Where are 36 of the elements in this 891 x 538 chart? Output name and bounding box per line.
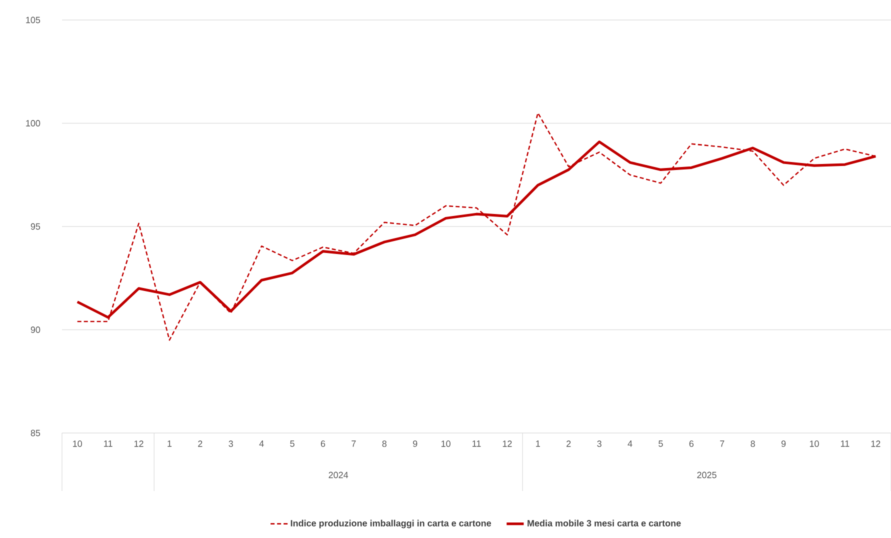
x-tick-label: 5 xyxy=(658,440,663,447)
x-tick-label: 10 xyxy=(73,440,82,447)
y-tick-label: 90 xyxy=(30,326,40,333)
x-tick-label: 3 xyxy=(228,440,233,447)
x-tick-label: 9 xyxy=(413,440,418,447)
x-tick-label: 1 xyxy=(168,440,172,447)
x-tick-label: 6 xyxy=(689,440,694,447)
x-tick-label: 6 xyxy=(320,440,326,447)
x-tick-label: 9 xyxy=(781,440,786,447)
x-tick-label: 7 xyxy=(352,440,356,447)
y-tick-label: 105 xyxy=(26,16,40,24)
x-tick-label: 8 xyxy=(382,440,386,447)
x-tick-label: 11 xyxy=(472,440,481,447)
y-tick-label: 100 xyxy=(26,120,40,126)
y-tick-label: 95 xyxy=(30,223,40,230)
y-tick-label: 85 xyxy=(30,430,40,436)
x-tick-label: 3 xyxy=(597,440,602,447)
x-tick-label: 2 xyxy=(198,440,202,447)
x-tick-label: 12 xyxy=(871,440,880,447)
x-tick-label: 12 xyxy=(134,440,144,447)
legend-label: Indice produzione imballaggi in carta e cartone xyxy=(290,520,492,528)
x-tick-label: 8 xyxy=(750,440,755,447)
text: 2025 xyxy=(697,472,716,478)
x-tick-label: 10 xyxy=(441,440,450,447)
x-tick-label: 12 xyxy=(502,440,512,447)
x-tick-label: 1 xyxy=(536,440,540,447)
x-tick-label: 2 xyxy=(566,440,571,447)
text: 2024 xyxy=(328,472,348,478)
x-tick-label: 5 xyxy=(290,440,294,447)
x-tick-label: 4 xyxy=(628,440,632,447)
x-tick-label: 4 xyxy=(259,440,264,447)
x-tick-label: 11 xyxy=(840,440,850,447)
legend-label: Media mobile 3 mesi carta e cartone xyxy=(528,520,681,526)
x-tick-label: 7 xyxy=(720,440,724,447)
x-tick-label: 10 xyxy=(810,440,819,447)
x-tick-label: 11 xyxy=(104,440,112,447)
